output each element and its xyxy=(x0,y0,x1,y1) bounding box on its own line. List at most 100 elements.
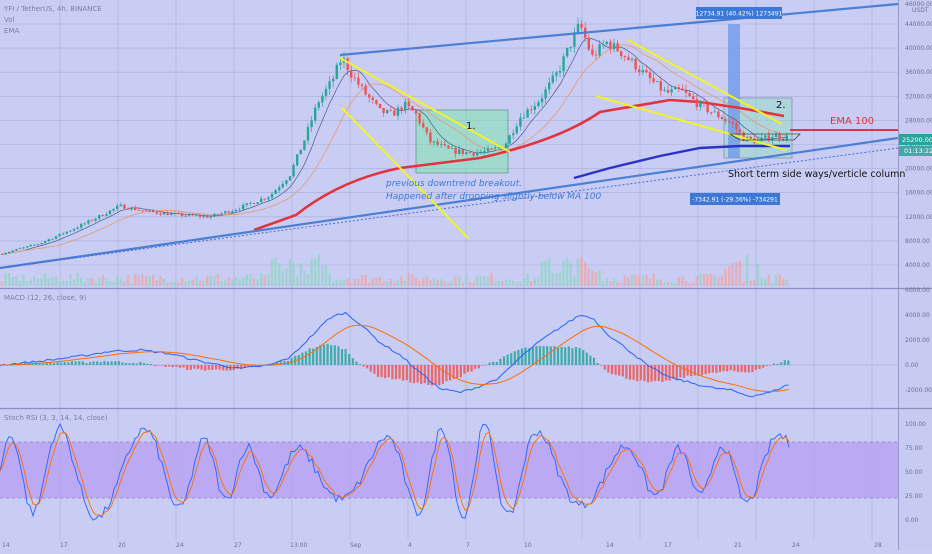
candle-body xyxy=(648,72,652,79)
candle-body xyxy=(508,135,511,144)
breakout-note-line-1[interactable]: previous downtrend breakout. xyxy=(385,179,522,189)
volume-bar xyxy=(159,276,162,286)
time-tick-label: 24 xyxy=(176,542,184,549)
macd-hist-bar xyxy=(704,365,707,375)
symbol-title[interactable]: YFI / TetherUS, 4h, BINANCE xyxy=(3,5,102,13)
annotation-2[interactable]: 2. xyxy=(776,100,786,111)
price-axis[interactable] xyxy=(898,0,932,550)
candle-body xyxy=(324,88,328,96)
ema-legend[interactable]: EMA xyxy=(4,27,19,35)
candle-body xyxy=(198,215,202,217)
candle-body xyxy=(296,154,299,166)
candle-body xyxy=(353,77,356,79)
candle-body xyxy=(623,55,626,57)
macd-hist-bar xyxy=(567,346,570,365)
macd-hist-bar xyxy=(664,365,668,381)
macd-hist-bar xyxy=(474,365,477,369)
volume-bar xyxy=(123,281,126,286)
upper-trendline[interactable] xyxy=(339,2,899,57)
volume-bar xyxy=(26,281,29,286)
macd-hist-bar xyxy=(592,357,596,365)
macd-hist-bar xyxy=(650,365,653,382)
candle-body xyxy=(411,106,414,111)
macd-hist-bar xyxy=(456,365,459,378)
breakout-note-line-2[interactable]: Happened after dropping slightly below M… xyxy=(386,192,602,202)
volume-bar xyxy=(526,273,529,286)
macd-hist-bar xyxy=(466,365,470,373)
volume-bar xyxy=(587,267,590,286)
macd-hist-bar xyxy=(193,365,196,369)
candle-body xyxy=(216,213,220,215)
annotation-1[interactable]: 1. xyxy=(466,121,476,132)
measure-bar[interactable] xyxy=(728,24,740,158)
candle-body xyxy=(378,103,382,108)
candle-body xyxy=(594,54,598,56)
macd-hist-bar xyxy=(744,365,747,373)
candle-body xyxy=(33,244,36,246)
time-tick-label: 28 xyxy=(874,542,882,549)
candle-body xyxy=(602,43,605,45)
volume-bar xyxy=(558,272,562,286)
candle-body xyxy=(612,43,616,50)
candle-body xyxy=(533,106,536,110)
time-tick-label: 17 xyxy=(60,542,68,549)
candle-body xyxy=(137,209,140,211)
candle-body xyxy=(515,126,518,134)
dotted-trendline[interactable] xyxy=(0,147,899,269)
volume-bar xyxy=(130,282,133,286)
candle-body xyxy=(555,72,558,76)
volume-bar xyxy=(641,275,644,286)
macd-hist-bar xyxy=(765,365,768,367)
candle-body xyxy=(202,215,205,217)
macd-hist-bar xyxy=(571,348,574,365)
ema100-annotation[interactable]: EMA 100 xyxy=(830,116,874,127)
volume-bar xyxy=(324,263,328,286)
macd-tick-label: 0.00 xyxy=(905,362,919,369)
macd-hist-bar xyxy=(589,355,592,365)
volume-bar xyxy=(342,279,346,286)
macd-hist-bar xyxy=(787,360,790,365)
channel-1-lower[interactable] xyxy=(341,107,469,239)
time-tick-label: Sep xyxy=(350,542,362,549)
macd-tick-label: 6000.00 xyxy=(905,287,930,294)
time-tick-label: 14 xyxy=(2,542,10,549)
volume-bar xyxy=(357,278,360,286)
volume-bar xyxy=(126,274,130,286)
macd-hist-bar xyxy=(340,349,344,365)
macd-hist-bar xyxy=(600,365,603,366)
volume-legend[interactable]: Vol xyxy=(4,16,15,24)
volume-bar xyxy=(152,274,155,286)
macd-hist-bar xyxy=(441,365,444,384)
macd-hist-bar xyxy=(758,365,761,369)
sideways-note[interactable]: Short term side ways/verticle column xyxy=(728,169,905,180)
macd-hist-bar xyxy=(207,365,210,370)
lower-trendline[interactable] xyxy=(0,136,899,270)
volume-bar xyxy=(281,270,284,286)
ema-200-line[interactable] xyxy=(573,144,790,180)
candle-body xyxy=(540,98,544,103)
macd-hist-bar xyxy=(628,365,632,380)
volume-bar xyxy=(724,269,727,286)
volume-bar xyxy=(44,273,47,286)
macd-hist-bar xyxy=(322,344,326,365)
price-tick-label: 36000.00 xyxy=(905,69,932,76)
macd-legend[interactable]: MACD (12, 26, close, 9) xyxy=(4,294,87,302)
macd-hist-bar xyxy=(171,365,174,368)
current-price-tag[interactable] xyxy=(899,134,932,145)
channel-2-lower[interactable] xyxy=(595,95,787,151)
macd-hist-bar xyxy=(304,351,308,365)
volume-bar xyxy=(782,278,785,286)
current-price-value: 25200.00 xyxy=(902,136,932,144)
measure-up-tag[interactable] xyxy=(696,7,782,19)
volume-bar xyxy=(407,273,410,286)
measure-down-tag[interactable] xyxy=(690,193,780,205)
macd-hist-bar xyxy=(376,365,380,377)
channel-2-upper[interactable] xyxy=(627,39,783,125)
volume-bar xyxy=(231,278,234,286)
volume-bar xyxy=(684,280,688,286)
channel-1-upper[interactable] xyxy=(339,57,511,153)
stoch-legend[interactable]: Stoch RSI (3, 3, 14, 14, close) xyxy=(4,414,108,422)
ema-100-line[interactable] xyxy=(253,98,785,232)
